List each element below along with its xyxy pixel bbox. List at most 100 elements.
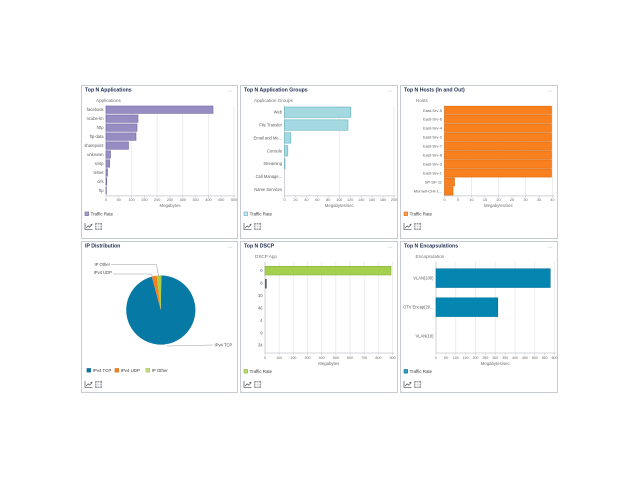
svg-text:30: 30: [523, 198, 527, 202]
svg-text:Mornell-CHI-1...: Mornell-CHI-1...: [414, 188, 442, 193]
svg-text:10: 10: [469, 198, 473, 202]
svg-text:100: 100: [276, 356, 282, 360]
svg-text:200: 200: [290, 356, 296, 360]
svg-text:120: 120: [347, 198, 353, 202]
svg-text:4: 4: [260, 318, 263, 323]
svg-text:East-Srv-2: East-Srv-2: [423, 135, 443, 140]
svg-text:9: 9: [260, 330, 263, 335]
svg-text:50: 50: [117, 198, 121, 202]
svg-text:smtp: smtp: [95, 161, 105, 166]
svg-text:...: ...: [548, 243, 554, 249]
svg-text:0: 0: [105, 198, 107, 202]
svg-text:...: ...: [228, 243, 234, 249]
svg-text:Encapsulation: Encapsulation: [416, 254, 445, 259]
svg-text:Hosts: Hosts: [416, 98, 428, 103]
svg-text:200: 200: [391, 198, 397, 202]
svg-text:unknown: unknown: [87, 152, 104, 157]
svg-text:250: 250: [482, 356, 488, 360]
svg-text:300: 300: [180, 198, 186, 202]
svg-text:0: 0: [260, 268, 263, 273]
svg-text:File Transfer: File Transfer: [259, 123, 282, 128]
svg-text:40: 40: [304, 198, 308, 202]
svg-text:telnet: telnet: [93, 170, 104, 175]
svg-text:40: 40: [550, 198, 554, 202]
svg-text:250: 250: [167, 198, 173, 202]
svg-text:160: 160: [369, 198, 375, 202]
svg-text:East-Srv-7: East-Srv-7: [423, 144, 443, 149]
svg-text:Name Services: Name Services: [254, 187, 282, 192]
svg-text:DSCP App: DSCP App: [255, 254, 277, 259]
svg-text:400: 400: [319, 356, 325, 360]
svg-text:ftp: ftp: [99, 188, 104, 193]
svg-text:SP-SF-11: SP-SF-11: [425, 180, 443, 185]
svg-text:IP Other: IP Other: [152, 368, 169, 373]
svg-text:200: 200: [154, 198, 160, 202]
svg-text:150: 150: [463, 356, 469, 360]
svg-text:0: 0: [264, 356, 266, 360]
svg-text:Top N DSCP: Top N DSCP: [244, 244, 275, 250]
svg-text:500: 500: [532, 356, 538, 360]
svg-text:ncube-lm: ncube-lm: [87, 116, 104, 121]
svg-text:500: 500: [231, 198, 237, 202]
svg-text:VLAN(10): VLAN(10): [416, 334, 435, 339]
svg-text:600: 600: [347, 356, 353, 360]
svg-text:Top N Application Groups: Top N Application Groups: [244, 88, 308, 94]
svg-text:350: 350: [192, 198, 198, 202]
svg-text:East-Srv-4: East-Srv-4: [423, 126, 443, 131]
svg-text:Megabytes/sec: Megabytes/sec: [484, 203, 514, 208]
svg-text:10: 10: [258, 293, 263, 298]
svg-text:100: 100: [336, 198, 342, 202]
svg-text:IPv4 UDP: IPv4 UDP: [121, 368, 140, 373]
svg-text:IP Other: IP Other: [94, 262, 110, 267]
svg-text:Console: Console: [267, 148, 283, 153]
svg-text:Traffic Rate: Traffic Rate: [91, 211, 114, 216]
svg-text:Applications: Applications: [96, 98, 121, 103]
svg-text:Megabytes/sec: Megabytes/sec: [325, 203, 355, 208]
svg-text:450: 450: [218, 198, 224, 202]
svg-text:34: 34: [258, 343, 263, 348]
svg-text:East-Srv-8: East-Srv-8: [423, 153, 443, 158]
svg-text:500: 500: [333, 356, 339, 360]
svg-text:100: 100: [453, 356, 459, 360]
svg-text:50: 50: [444, 356, 448, 360]
svg-text:http: http: [97, 125, 105, 130]
svg-text:25: 25: [510, 198, 514, 202]
svg-text:100: 100: [128, 198, 134, 202]
svg-text:Traffic Rate: Traffic Rate: [410, 369, 433, 374]
svg-text:0: 0: [435, 356, 437, 360]
svg-text:cifs: cifs: [97, 179, 103, 184]
svg-text:60: 60: [315, 198, 319, 202]
svg-text:Application Groups: Application Groups: [254, 98, 294, 103]
svg-text:150: 150: [141, 198, 147, 202]
svg-text:facebook: facebook: [87, 107, 105, 112]
svg-text:...: ...: [388, 87, 394, 93]
svg-text:Top N Hosts (In and Out): Top N Hosts (In and Out): [404, 88, 465, 94]
svg-text:140: 140: [358, 198, 364, 202]
svg-text:Traffic Rate: Traffic Rate: [250, 369, 273, 374]
svg-text:Traffic Rate: Traffic Rate: [410, 211, 433, 216]
svg-text:ftp-data: ftp-data: [90, 134, 105, 139]
svg-text:800: 800: [375, 356, 381, 360]
svg-text:...: ...: [388, 243, 394, 249]
svg-text:35: 35: [537, 198, 541, 202]
svg-text:200: 200: [473, 356, 479, 360]
svg-text:Top N Applications: Top N Applications: [85, 88, 132, 94]
svg-text:180: 180: [380, 198, 386, 202]
svg-text:Streaming: Streaming: [263, 161, 282, 166]
svg-text:5: 5: [457, 198, 459, 202]
svg-text:0: 0: [443, 198, 445, 202]
svg-text:600: 600: [552, 356, 558, 360]
svg-text:550: 550: [542, 356, 548, 360]
svg-text:0: 0: [283, 198, 285, 202]
svg-text:Traffic Rate: Traffic Rate: [250, 211, 273, 216]
svg-text:Megabytes/sec: Megabytes/sec: [481, 361, 511, 366]
svg-text:46: 46: [258, 305, 263, 310]
svg-text:Email and Me...: Email and Me...: [254, 135, 282, 140]
svg-text:80: 80: [326, 198, 330, 202]
svg-text:...: ...: [228, 87, 234, 93]
svg-text:20: 20: [496, 198, 500, 202]
svg-text:400: 400: [205, 198, 211, 202]
svg-text:East-Srv-1: East-Srv-1: [423, 171, 443, 176]
svg-text:450: 450: [522, 356, 528, 360]
svg-text:15: 15: [483, 198, 487, 202]
